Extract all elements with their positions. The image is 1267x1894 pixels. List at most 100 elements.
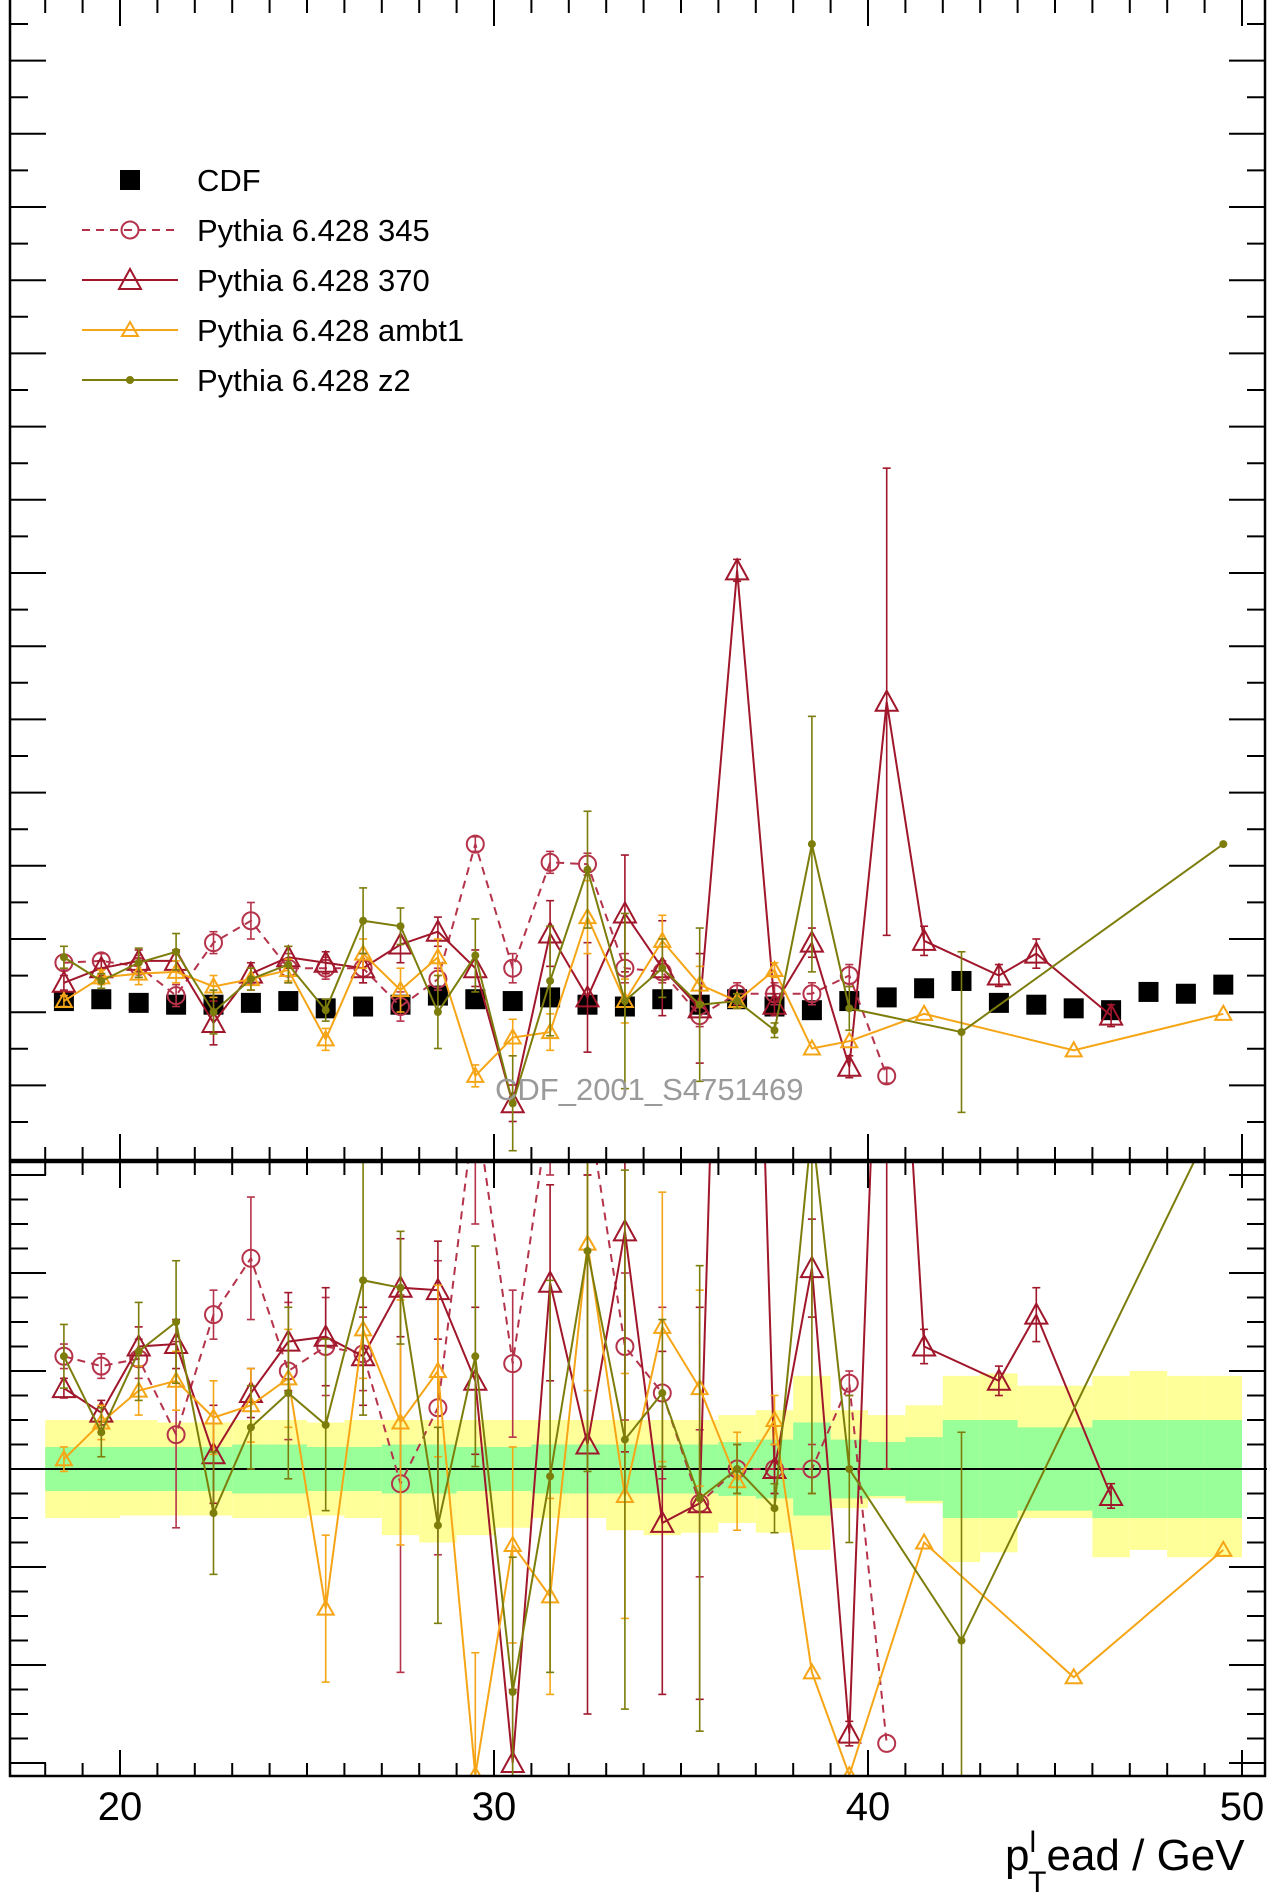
ratio-error-bar-pythia-6-428-345 [209, 1289, 218, 1340]
point-pythia-6-428-ambt1 [914, 1003, 934, 1021]
point-pythia-6-428-370 [1098, 1002, 1124, 1026]
point-pythia-6-428-ambt1 [465, 1065, 486, 1083]
point-pythia-6-428-z2 [433, 1008, 442, 1016]
x-tick-label: 20 [98, 1785, 143, 1829]
error-bar-pythia-6-428-345 [546, 850, 555, 875]
point-pythia-6-428-z2 [695, 1000, 704, 1009]
error-bar-pythia-6-428-ambt1 [396, 967, 405, 1013]
point-pythia-6-428-z2 [583, 865, 592, 874]
point-pythia-6-428-z2 [321, 1006, 330, 1015]
error-bar-pythia-6-428-ambt1 [433, 938, 442, 977]
error-bar-pythia-6-428-345 [246, 901, 255, 940]
point-pythia-6-428-345 [877, 1066, 897, 1086]
point-cdf [1213, 974, 1234, 995]
legend-swatch-marker [120, 319, 140, 337]
point-pythia-6-428-z2 [59, 953, 68, 962]
ratio-point-pythia-6-428-z2 [695, 1494, 704, 1503]
series-pythia-6-428-z2 [59, 715, 1228, 1152]
ratio-plot-area [51, 195, 1234, 1776]
point-cdf [240, 992, 261, 1013]
error-bar-pythia-6-428-345 [471, 835, 480, 853]
ratio-point-pythia-6-428-370 [1023, 1301, 1049, 1325]
ratio-point-pythia-6-428-z2 [620, 1435, 629, 1444]
ratio-point-pythia-6-428-z2 [733, 1465, 742, 1473]
point-pythia-6-428-ambt1 [353, 943, 373, 961]
error-bar-pythia-6-428-345 [807, 981, 816, 1006]
ratio-error-bar-pythia-6-428-z2 [1219, 1089, 1227, 1114]
ratio-point-pythia-6-428-345 [204, 1305, 223, 1325]
ratio-line-pythia-6-428-345 [63, 1162, 888, 1744]
ratio-point-pythia-6-428-345 [467, 1093, 484, 1110]
legend-label: Pythia 6.428 z2 [197, 363, 411, 398]
ratio-point-pythia-6-428-ambt1 [802, 1662, 822, 1680]
legend: CDF Pythia 6.428 345 Pythia 6.428 370 Pythi… [82, 163, 464, 398]
ratio-point-pythia-6-428-z2 [770, 1504, 779, 1513]
point-pythia-6-428-345 [204, 933, 223, 953]
x-axis-label: pl Tead / GeV [1005, 1826, 1245, 1894]
point-pythia-6-428-z2 [770, 1026, 779, 1035]
ratio-error-bar-pythia-6-428-345 [546, 1162, 555, 1176]
point-pythia-6-428-370 [724, 557, 750, 581]
ratio-point-pythia-6-428-370 [761, 1455, 788, 1479]
point-cdf [91, 989, 112, 1010]
error-bar-pythia-6-428-345 [882, 1067, 891, 1084]
ratio-point-pythia-6-428-ambt1 [914, 1532, 934, 1550]
point-pythia-6-428-345 [802, 984, 822, 1004]
ratio-point-pythia-6-428-z2 [845, 1465, 854, 1473]
point-pythia-6-428-345 [540, 852, 560, 872]
ratio-point-pythia-6-428-370 [1098, 1482, 1124, 1506]
legend-label: Pythia 6.428 ambt1 [197, 313, 464, 348]
ratio-error-bar-pythia-6-428-345 [246, 1196, 255, 1321]
legend-item-pythia-6-428-ambt1: Pythia 6.428 ambt1 [82, 313, 464, 348]
ratio-point-pythia-6-428-z2 [583, 1246, 592, 1255]
ratio-point-pythia-6-428-z2 [59, 1352, 68, 1361]
x-tick-label: 50 [1220, 1785, 1265, 1829]
point-pythia-6-428-345 [503, 958, 523, 978]
ratio-point-pythia-6-428-345 [503, 1354, 523, 1374]
ratio-point-pythia-6-428-z2 [284, 1389, 293, 1398]
ratio-point-pythia-6-428-z2 [808, 1122, 816, 1130]
legend-item-pythia-6-428-345: Pythia 6.428 345 [82, 213, 430, 248]
point-cdf [502, 991, 523, 1012]
legend-swatch-marker [120, 220, 140, 240]
point-cdf [1138, 981, 1159, 1002]
ratio-point-pythia-6-428-ambt1 [203, 1407, 224, 1425]
ratio-series-pythia-6-428-z2 [59, 1089, 1227, 1776]
point-pythia-6-428-ambt1 [839, 1031, 860, 1049]
point-pythia-6-428-345 [465, 834, 485, 854]
ratio-point-pythia-6-428-ambt1 [764, 1409, 785, 1427]
point-pythia-6-428-370 [874, 688, 900, 712]
point-cdf [353, 996, 374, 1017]
point-pythia-6-428-ambt1 [315, 1029, 336, 1047]
ratio-point-pythia-6-428-ambt1 [469, 1765, 482, 1776]
ratio-point-pythia-6-428-z2 [957, 1636, 966, 1645]
ratio-point-pythia-6-428-370 [649, 1509, 675, 1533]
point-pythia-6-428-345 [166, 986, 186, 1006]
ratio-point-pythia-6-428-345 [241, 1248, 261, 1268]
point-pythia-6-428-ambt1 [390, 980, 411, 998]
point-cdf [1063, 998, 1084, 1019]
ratio-error-bar-pythia-6-428-370 [733, 195, 741, 293]
ratio-point-pythia-6-428-ambt1 [54, 1449, 74, 1467]
ratio-point-pythia-6-428-370 [836, 1720, 862, 1744]
error-bar-pythia-6-428-345 [172, 983, 181, 1008]
point-pythia-6-428-370 [986, 962, 1012, 986]
point-pythia-6-428-z2 [508, 1099, 517, 1108]
ratio-point-pythia-6-428-370 [726, 233, 748, 253]
point-cdf [465, 989, 486, 1010]
point-pythia-6-428-z2 [284, 960, 293, 969]
ratio-error-bar-pythia-6-428-370 [882, 1162, 891, 1470]
point-pythia-6-428-z2 [733, 997, 742, 1006]
ratio-error-bar-pythia-6-428-345 [508, 1289, 517, 1438]
legend-swatch-marker [126, 376, 134, 384]
ratio-point-pythia-6-428-z2 [209, 1509, 218, 1518]
point-cdf [801, 1000, 822, 1021]
point-pythia-6-428-z2 [134, 958, 143, 967]
ratio-point-pythia-6-428-z2 [1219, 1098, 1227, 1106]
ratio-point-pythia-6-428-z2 [471, 1352, 480, 1361]
series-line-pythia-6-428-z2 [63, 843, 1224, 1107]
ratio-point-pythia-6-428-z2 [359, 1276, 368, 1285]
error-bar-pythia-6-428-345 [508, 952, 517, 984]
ratio-point-pythia-6-428-ambt1 [502, 1534, 523, 1552]
